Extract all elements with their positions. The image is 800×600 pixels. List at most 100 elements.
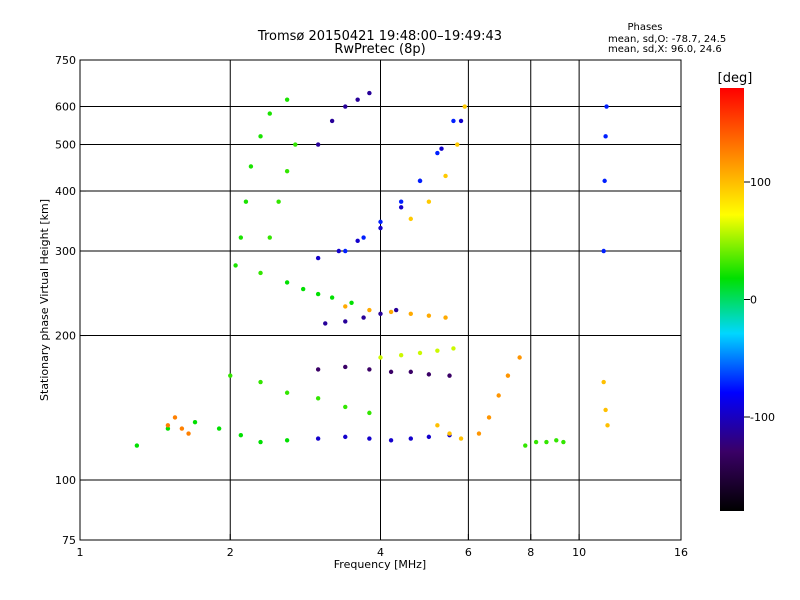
data-point bbox=[134, 443, 140, 448]
stats-line-x: mean, sd,X: 96.0, 24.6 bbox=[608, 44, 722, 55]
data-point bbox=[517, 355, 522, 360]
data-point bbox=[458, 436, 464, 441]
data-point bbox=[435, 150, 440, 156]
colorbar: [deg] bbox=[718, 71, 753, 511]
data-point bbox=[435, 348, 440, 353]
data-point bbox=[284, 97, 290, 102]
x-tick-label: 16 bbox=[674, 546, 688, 559]
data-point bbox=[398, 352, 404, 358]
data-point bbox=[300, 286, 306, 292]
y-tick-label: 200 bbox=[55, 330, 76, 343]
data-point bbox=[496, 393, 501, 398]
data-point bbox=[355, 97, 360, 102]
data-point bbox=[284, 168, 290, 174]
data-point bbox=[361, 235, 366, 240]
chart-title: Tromsø 20150421 19:48:00–19:49:43 bbox=[257, 29, 502, 44]
colorbar-label: [deg] bbox=[718, 71, 753, 86]
data-point bbox=[165, 423, 171, 428]
data-point bbox=[367, 410, 372, 416]
y-tick-label: 500 bbox=[55, 139, 76, 152]
data-point bbox=[561, 439, 566, 445]
data-point bbox=[378, 355, 383, 360]
data-points bbox=[134, 90, 610, 448]
data-point bbox=[248, 164, 254, 169]
data-point bbox=[228, 373, 233, 378]
x-tick-label: 4 bbox=[377, 546, 384, 559]
data-point bbox=[378, 219, 383, 225]
chart-subtitle: RwPretec (8p) bbox=[334, 42, 425, 57]
data-point bbox=[602, 178, 607, 184]
data-point bbox=[276, 199, 281, 204]
data-point bbox=[267, 111, 272, 116]
data-point bbox=[408, 311, 413, 316]
data-point bbox=[447, 431, 452, 436]
data-point bbox=[355, 238, 360, 244]
colorbar-tick-label: 0 bbox=[750, 294, 757, 307]
data-point bbox=[343, 364, 348, 370]
x-tick-label: 1 bbox=[77, 546, 84, 559]
data-point bbox=[408, 216, 413, 222]
data-point bbox=[343, 404, 348, 410]
data-point bbox=[343, 248, 348, 254]
x-axis: 1 2 4 6 8 10 16 bbox=[77, 534, 688, 559]
data-point bbox=[315, 142, 321, 147]
data-point bbox=[315, 255, 321, 261]
data-point bbox=[605, 423, 610, 428]
data-point bbox=[426, 313, 432, 318]
data-point bbox=[476, 431, 482, 436]
data-point bbox=[393, 307, 399, 313]
data-point bbox=[216, 426, 222, 431]
data-point bbox=[486, 415, 492, 420]
y-tick-label: 400 bbox=[55, 185, 76, 198]
data-point bbox=[408, 369, 413, 375]
data-point bbox=[426, 372, 432, 377]
data-point bbox=[554, 438, 559, 443]
data-point bbox=[315, 291, 321, 297]
y-axis-label: Stationary phase Virtual Height [km] bbox=[38, 199, 51, 401]
colorbar-gradient bbox=[720, 88, 744, 511]
data-point bbox=[165, 426, 171, 431]
data-point bbox=[447, 373, 452, 378]
y-axis: 75 100 200 300 400 500 600 750 bbox=[55, 54, 86, 547]
data-point bbox=[533, 439, 539, 445]
x-tick-label: 2 bbox=[227, 546, 234, 559]
data-point bbox=[361, 315, 366, 320]
data-point bbox=[426, 199, 432, 204]
data-point bbox=[186, 431, 191, 436]
data-point bbox=[258, 134, 263, 139]
data-point bbox=[408, 436, 413, 441]
data-point bbox=[172, 415, 178, 420]
data-point bbox=[315, 367, 321, 372]
data-point bbox=[378, 311, 383, 316]
data-point bbox=[604, 104, 609, 109]
data-point bbox=[462, 104, 467, 109]
data-point bbox=[284, 390, 290, 395]
plot-area bbox=[79, 59, 682, 541]
y-tick-label: 300 bbox=[55, 245, 76, 258]
data-point bbox=[315, 436, 321, 441]
data-point bbox=[179, 426, 185, 431]
data-point bbox=[417, 350, 423, 356]
data-point bbox=[458, 118, 464, 124]
data-point bbox=[323, 321, 328, 326]
data-point bbox=[284, 438, 290, 443]
data-point bbox=[258, 379, 263, 385]
data-point bbox=[601, 379, 606, 385]
data-point bbox=[439, 146, 444, 151]
data-point bbox=[388, 309, 394, 315]
stats-line-o: mean, sd,O: -78.7, 24.5 bbox=[608, 34, 726, 45]
colorbar-ticks: 100 0 -100 bbox=[744, 176, 775, 424]
data-point bbox=[336, 248, 342, 254]
data-point bbox=[258, 439, 263, 445]
data-point bbox=[388, 369, 394, 375]
data-point bbox=[329, 295, 335, 300]
data-point bbox=[233, 263, 238, 268]
data-point bbox=[293, 142, 298, 147]
x-tick-label: 6 bbox=[465, 546, 472, 559]
data-point bbox=[243, 199, 249, 204]
colorbar-tick-label: -100 bbox=[750, 411, 775, 424]
grid-lines bbox=[80, 60, 681, 540]
data-point bbox=[388, 438, 394, 443]
data-point bbox=[267, 235, 272, 240]
